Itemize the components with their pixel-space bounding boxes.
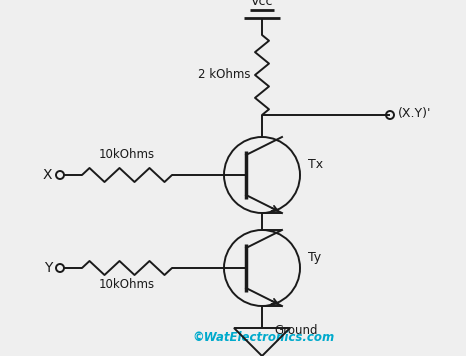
Text: 10kOhms: 10kOhms <box>99 148 155 161</box>
Text: Ground: Ground <box>274 324 317 337</box>
Text: X: X <box>42 168 52 182</box>
Text: Tx: Tx <box>308 158 323 172</box>
Text: ©WatElectronics.com: ©WatElectronics.com <box>192 331 334 344</box>
Text: 2 kOhms: 2 kOhms <box>198 68 250 82</box>
Text: Ty: Ty <box>308 251 321 265</box>
Text: (X.Y)': (X.Y)' <box>398 106 432 120</box>
Text: Y: Y <box>44 261 52 275</box>
Text: 10kOhms: 10kOhms <box>99 278 155 291</box>
Text: Vcc: Vcc <box>251 0 273 8</box>
